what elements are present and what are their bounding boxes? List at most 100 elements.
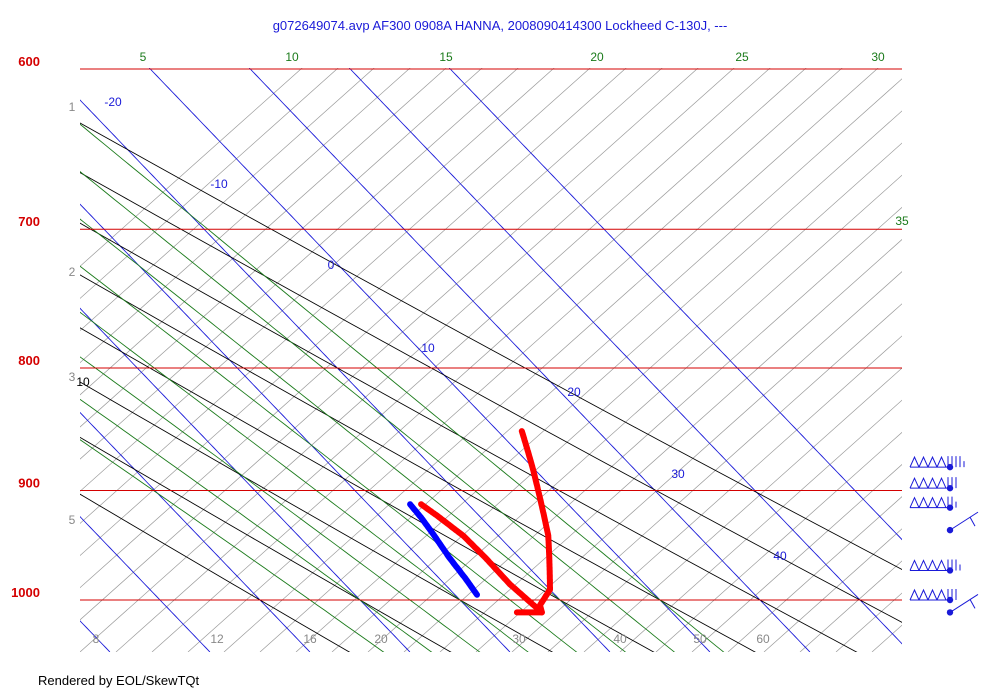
isotherm-label: 30 <box>671 467 685 481</box>
isotherm-line <box>148 68 711 652</box>
moist-adiabat-line <box>80 123 725 652</box>
mixing-ratio-label: 1 <box>69 100 76 114</box>
mixing-ratio-line <box>331 142 902 652</box>
mixing-ratio-line <box>727 496 902 652</box>
sounding-traces <box>407 428 553 616</box>
isotherm-line <box>80 620 111 652</box>
wind-barb-flag <box>918 559 929 571</box>
wind-barbs <box>909 455 979 616</box>
dry-adiabat-line <box>80 122 902 570</box>
mixing-ratio-line <box>763 528 902 652</box>
isotherm-line <box>80 307 411 652</box>
mixing-ratio-line <box>80 68 375 332</box>
wind-barb-flag <box>909 455 920 468</box>
wind-barb-flag <box>927 455 938 468</box>
moist-adiabat-line <box>80 265 578 652</box>
isotherm-line <box>0 68 10 652</box>
mixing-ratio-line <box>799 560 902 652</box>
mixing-ratio-line <box>295 110 902 652</box>
mixing-ratio-label: 60 <box>756 632 770 646</box>
render-credit: Rendered by EOL/SkewTQt <box>38 673 200 688</box>
wind-barb <box>909 455 965 471</box>
moist-adiabat-label: 25 <box>735 50 749 64</box>
isotherm-lines <box>0 68 902 652</box>
mixing-ratio-line <box>80 68 447 396</box>
dry-adiabat-line <box>80 381 554 652</box>
mixing-ratio-line <box>80 68 519 460</box>
mixing-ratio-line <box>619 399 902 652</box>
mixing-ratio-line <box>871 624 902 652</box>
isotherm-label: 40 <box>773 549 787 563</box>
moist-adiabat-line <box>80 439 385 652</box>
isotherm-label: 20 <box>567 385 581 399</box>
moist-adiabat-label: 20 <box>590 50 604 64</box>
mixing-ratio-label: 16 <box>303 632 317 646</box>
mixing-ratio-lines <box>80 68 1000 652</box>
moist-adiabat-line <box>80 311 529 652</box>
mixing-ratio-line <box>80 68 663 589</box>
mixing-ratio-line <box>547 335 902 652</box>
isotherm-label: -20 <box>104 95 122 109</box>
mixing-ratio-line <box>980 68 1000 652</box>
dry-adiabat-line <box>80 493 351 652</box>
mixing-ratio-label: 30 <box>512 632 526 646</box>
mixing-ratio-label: 12 <box>210 632 224 646</box>
sounding-trace <box>407 501 480 598</box>
isotherm-label: 0 <box>328 258 335 272</box>
mixing-ratio-line <box>655 431 902 652</box>
chart-title: g072649074.avp AF300 0908A HANNA, 200809… <box>272 18 728 33</box>
moist-adiabat-label: 10 <box>285 50 299 64</box>
isotherm-label: -10 <box>210 177 228 191</box>
mixing-ratio-line <box>583 367 902 652</box>
axis-labels: 6007008009001000102030405060510152025303… <box>11 50 909 646</box>
dry-adiabat-line <box>80 327 655 652</box>
wind-barb-flag <box>909 496 920 508</box>
mixing-ratio-line <box>151 68 807 652</box>
mixing-ratio-line <box>511 303 902 652</box>
wind-barb-flag <box>918 476 929 489</box>
dry-adiabat-label: 10 <box>76 375 90 389</box>
moist-adiabat-label: 15 <box>439 50 453 64</box>
wind-barb-flag <box>927 476 938 489</box>
mixing-ratio-line <box>80 68 483 428</box>
isobar-label: 1000 <box>11 585 40 600</box>
mixing-ratio-line <box>80 68 339 299</box>
mixing-ratio-line <box>367 174 902 652</box>
wind-barb <box>909 496 957 511</box>
mixing-ratio-line <box>475 271 902 652</box>
mixing-ratio-line <box>835 592 902 652</box>
mixing-ratio-label: 8 <box>93 632 100 646</box>
mixing-ratio-line <box>259 78 902 652</box>
mixing-ratio-label: 20 <box>374 632 388 646</box>
moist-adiabat-line <box>80 218 627 652</box>
mixing-ratio-line <box>80 68 591 524</box>
wind-barb-flag <box>927 559 938 571</box>
mixing-ratio-label: 5 <box>69 513 76 527</box>
moist-adiabat-label: 5 <box>140 50 147 64</box>
wind-barb-flag <box>936 559 947 571</box>
wind-barb-flag <box>936 455 947 468</box>
isobar-label: 900 <box>18 475 40 490</box>
wind-barb-flag <box>927 588 938 601</box>
isotherm-label: 10 <box>421 341 435 355</box>
wind-barb <box>909 559 961 574</box>
mixing-ratio-label: 3 <box>69 370 76 384</box>
mixing-ratio-label: 50 <box>693 632 707 646</box>
moist-adiabat-label: 35 <box>895 214 909 228</box>
isotherm-line <box>248 68 811 652</box>
wind-barb <box>946 511 979 534</box>
dry-adiabat-line <box>80 222 858 652</box>
isotherm-line <box>80 515 211 652</box>
mixing-ratio-line <box>80 68 735 652</box>
wind-barb-flag <box>936 588 947 601</box>
mixing-ratio-label: 40 <box>613 632 627 646</box>
moist-adiabat-line <box>80 171 675 652</box>
mixing-ratio-label: 2 <box>69 265 76 279</box>
wind-barb-flag <box>918 496 929 508</box>
mixing-ratio-line <box>80 68 555 492</box>
mixing-ratio-line <box>223 68 879 652</box>
wind-barb-feather <box>969 516 976 527</box>
isobar-label: 700 <box>18 214 40 229</box>
